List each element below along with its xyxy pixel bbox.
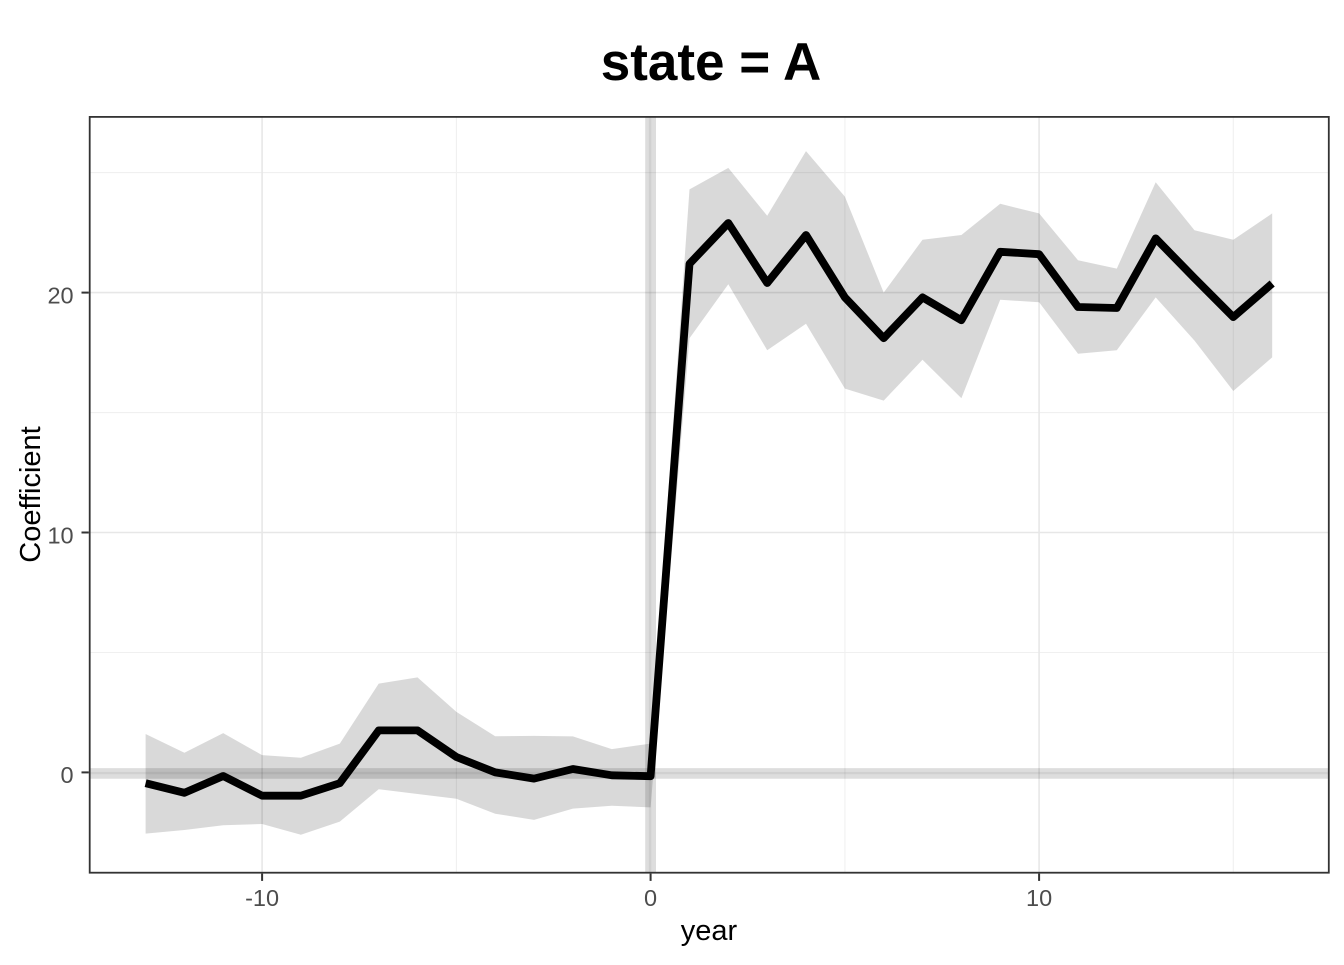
- svg-text:0: 0: [61, 762, 74, 788]
- svg-text:state = A: state = A: [601, 33, 821, 92]
- svg-text:0: 0: [644, 885, 657, 911]
- svg-text:10: 10: [47, 522, 73, 548]
- svg-text:10: 10: [1026, 885, 1052, 911]
- svg-text:year: year: [681, 915, 738, 947]
- svg-text:-10: -10: [245, 885, 279, 911]
- svg-text:20: 20: [47, 282, 73, 308]
- svg-text:Coefficient: Coefficient: [15, 426, 47, 563]
